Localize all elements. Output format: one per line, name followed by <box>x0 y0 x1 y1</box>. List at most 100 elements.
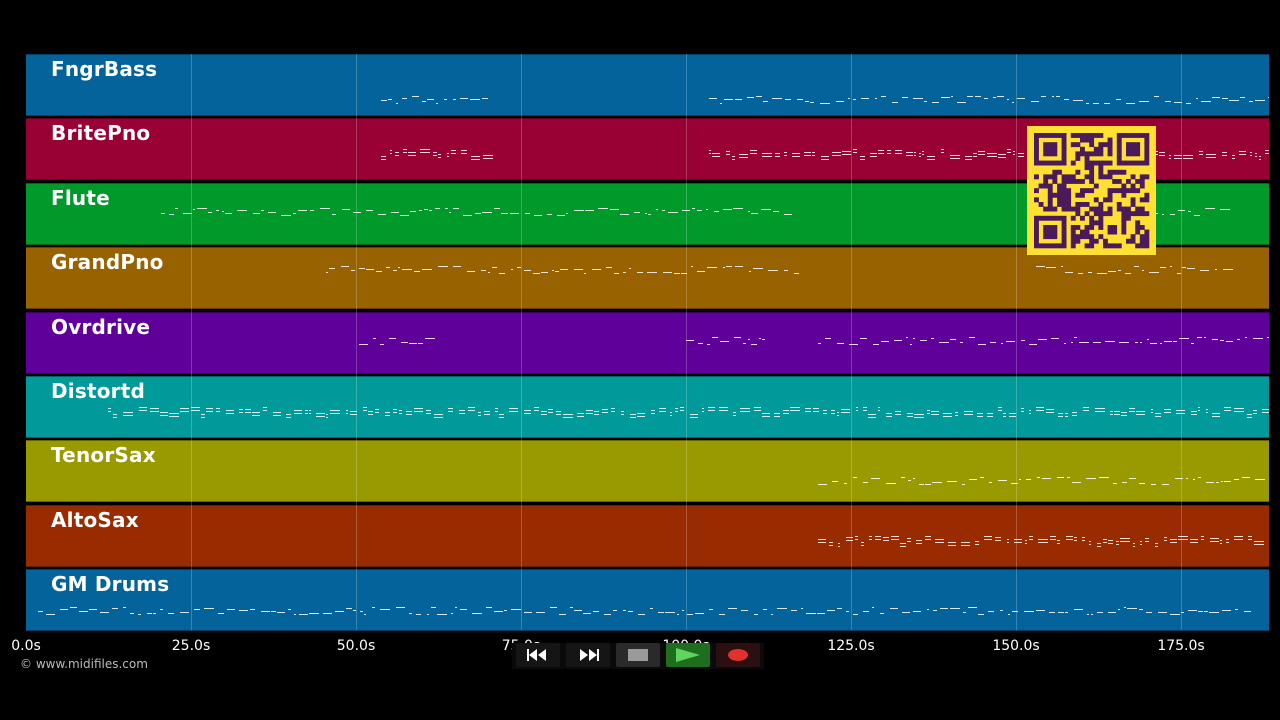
note-mark <box>1072 482 1081 484</box>
note-mark <box>818 484 827 486</box>
note-mark <box>955 412 958 413</box>
note-mark <box>1194 214 1200 216</box>
note-mark <box>577 413 584 414</box>
note-mark <box>832 152 841 154</box>
fast-forward-button[interactable] <box>566 643 610 667</box>
note-mark <box>878 150 884 152</box>
note-mark <box>467 271 475 273</box>
note-mark <box>709 609 713 611</box>
note-mark <box>1162 213 1164 215</box>
note-mark <box>1248 535 1252 537</box>
note-mark <box>1191 414 1197 415</box>
note-mark <box>829 541 833 543</box>
note-mark <box>1198 410 1200 411</box>
note-mark <box>1154 212 1158 214</box>
note-mark <box>637 416 645 417</box>
note-mark <box>1155 413 1161 414</box>
note-mark <box>1247 414 1252 415</box>
note-mark <box>980 477 984 479</box>
note-mark <box>353 211 361 213</box>
note-mark <box>316 413 325 414</box>
note-mark <box>841 409 850 410</box>
note-mark <box>1206 482 1214 484</box>
note-mark <box>754 410 761 411</box>
note-mark <box>1222 152 1227 154</box>
note-mark <box>950 338 956 340</box>
note-mark <box>853 152 857 154</box>
note-mark <box>368 414 373 415</box>
note-mark <box>1118 270 1121 272</box>
note-mark <box>1206 154 1216 156</box>
note-mark <box>294 413 302 414</box>
note-mark <box>524 410 531 411</box>
note-mark <box>1108 612 1116 614</box>
note-mark <box>724 99 733 100</box>
note-mark <box>494 207 500 209</box>
note-mark <box>395 152 399 154</box>
note-mark <box>1122 482 1127 484</box>
note-mark <box>1164 412 1171 413</box>
note-mark <box>853 477 857 479</box>
note-mark <box>414 411 423 412</box>
note-mark <box>550 607 557 609</box>
note-mark <box>1125 273 1131 275</box>
rewind-button[interactable] <box>516 643 560 667</box>
note-mark <box>753 268 763 270</box>
note-mark <box>429 209 432 211</box>
note-mark <box>1177 273 1181 275</box>
note-mark <box>690 417 698 418</box>
note-mark <box>447 156 449 158</box>
note-mark <box>961 541 970 543</box>
note-mark <box>563 417 573 418</box>
note-mark <box>969 336 975 338</box>
note-mark <box>1051 337 1059 339</box>
note-mark <box>1244 611 1251 613</box>
note-mark <box>1126 103 1135 104</box>
note-mark <box>1226 340 1233 342</box>
note-mark <box>993 97 996 98</box>
note-mark <box>784 213 792 215</box>
track-notes <box>326 266 1233 275</box>
record-button[interactable] <box>716 643 760 667</box>
note-mark <box>762 413 770 414</box>
note-mark <box>273 412 281 413</box>
note-mark <box>894 339 902 341</box>
note-mark <box>499 414 504 415</box>
note-mark <box>919 156 921 158</box>
note-mark <box>1247 417 1252 418</box>
note-mark <box>733 207 743 209</box>
note-mark <box>385 415 390 416</box>
note-mark <box>686 339 694 341</box>
stop-button[interactable] <box>616 643 660 667</box>
note-mark <box>359 343 368 345</box>
note-mark <box>748 338 750 340</box>
note-mark <box>206 411 213 412</box>
note-mark <box>1210 537 1219 539</box>
note-mark <box>1058 413 1063 414</box>
note-mark <box>426 410 431 411</box>
play-button[interactable] <box>666 643 710 667</box>
note-mark <box>623 610 626 612</box>
note-mark <box>969 479 977 481</box>
note-mark <box>805 411 811 412</box>
note-mark <box>878 407 880 408</box>
note-mark <box>1174 102 1182 103</box>
note-mark <box>483 155 493 157</box>
note-mark <box>556 414 561 415</box>
note-mark <box>965 156 972 158</box>
note-mark <box>475 212 481 214</box>
note-mark <box>708 410 715 411</box>
note-mark <box>948 544 956 546</box>
note-mark <box>775 156 780 158</box>
note-mark <box>658 612 664 614</box>
note-mark <box>445 207 448 209</box>
note-mark <box>692 207 695 209</box>
note-mark <box>1210 540 1219 542</box>
note-mark <box>978 154 985 156</box>
note-mark <box>1201 538 1204 540</box>
note-mark <box>1007 149 1011 151</box>
note-mark <box>180 408 189 409</box>
note-mark <box>261 611 270 613</box>
note-mark <box>585 209 594 211</box>
note-mark <box>712 156 720 158</box>
